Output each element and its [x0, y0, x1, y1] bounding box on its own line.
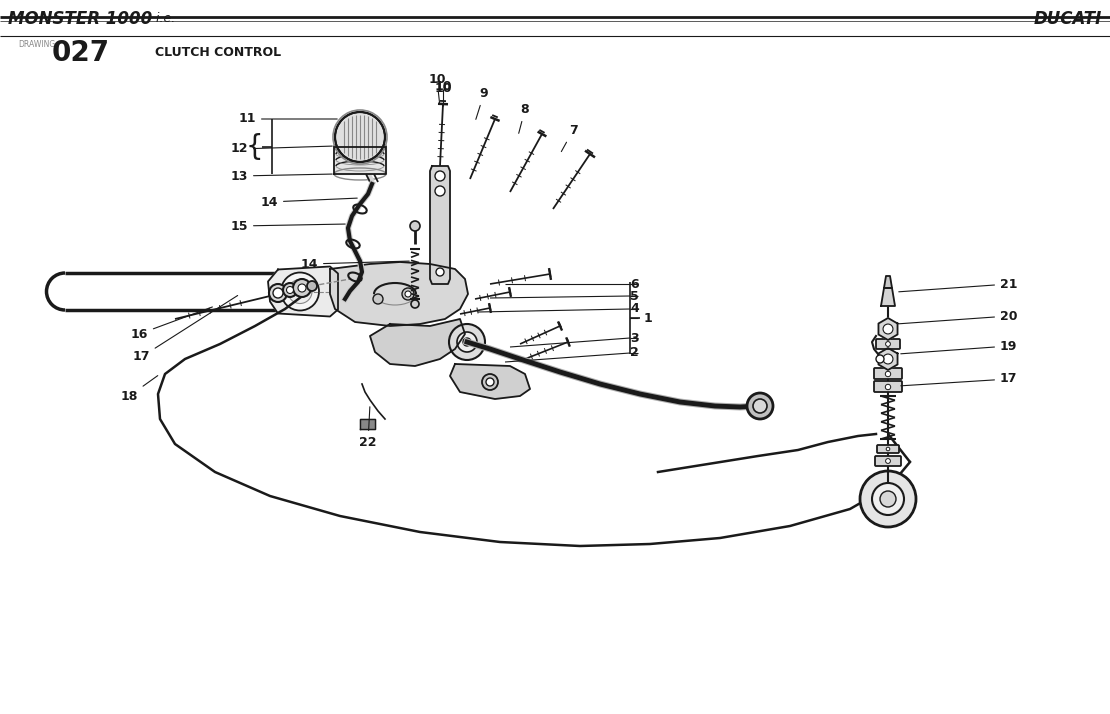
- Text: {: {: [245, 133, 263, 161]
- Text: 11: 11: [239, 113, 337, 126]
- Text: 22: 22: [360, 407, 376, 449]
- Circle shape: [281, 273, 319, 311]
- Text: 18: 18: [121, 376, 158, 403]
- FancyBboxPatch shape: [875, 456, 901, 466]
- FancyBboxPatch shape: [874, 381, 902, 392]
- Text: 1: 1: [644, 311, 653, 324]
- Circle shape: [405, 291, 411, 297]
- Text: 14: 14: [301, 258, 410, 271]
- Circle shape: [293, 279, 311, 297]
- Text: 17: 17: [132, 296, 238, 363]
- Text: DRAWING: DRAWING: [18, 40, 56, 49]
- Text: 21: 21: [899, 278, 1018, 292]
- Text: 10: 10: [434, 81, 452, 94]
- Circle shape: [450, 324, 485, 360]
- Circle shape: [273, 288, 283, 298]
- Circle shape: [307, 281, 317, 291]
- Text: i.e.: i.e.: [152, 13, 175, 26]
- Circle shape: [860, 471, 916, 527]
- Circle shape: [286, 286, 293, 293]
- Circle shape: [435, 186, 445, 196]
- Circle shape: [435, 171, 445, 181]
- Circle shape: [886, 458, 890, 463]
- Text: CLUTCH CONTROL: CLUTCH CONTROL: [155, 46, 281, 59]
- Circle shape: [886, 341, 890, 346]
- Polygon shape: [878, 318, 898, 340]
- Circle shape: [886, 371, 890, 377]
- Text: 10: 10: [428, 73, 446, 104]
- FancyBboxPatch shape: [876, 339, 900, 349]
- Text: 6: 6: [630, 278, 638, 291]
- Circle shape: [283, 283, 297, 297]
- Text: 16: 16: [131, 307, 212, 341]
- Polygon shape: [334, 147, 386, 174]
- Text: 2: 2: [630, 346, 638, 360]
- Circle shape: [753, 399, 767, 413]
- Text: 027: 027: [52, 39, 110, 67]
- Polygon shape: [360, 419, 375, 429]
- Text: 12: 12: [231, 143, 332, 156]
- Circle shape: [872, 483, 904, 515]
- Text: 8: 8: [518, 103, 529, 134]
- Text: DUCATI: DUCATI: [1033, 10, 1102, 28]
- Circle shape: [269, 284, 287, 302]
- Text: MONSTER 1000: MONSTER 1000: [8, 10, 152, 28]
- Circle shape: [884, 324, 892, 334]
- Circle shape: [886, 447, 890, 451]
- Text: 5: 5: [630, 289, 638, 303]
- Text: 7: 7: [562, 124, 577, 151]
- Text: 3: 3: [630, 331, 638, 344]
- Circle shape: [287, 279, 312, 303]
- Circle shape: [373, 294, 383, 304]
- Circle shape: [297, 284, 306, 292]
- Text: 14: 14: [261, 196, 357, 208]
- FancyBboxPatch shape: [877, 445, 899, 453]
- Circle shape: [886, 384, 890, 390]
- Circle shape: [411, 300, 418, 308]
- Circle shape: [876, 355, 884, 363]
- Text: 20: 20: [899, 309, 1018, 324]
- FancyBboxPatch shape: [874, 368, 902, 379]
- Circle shape: [335, 112, 385, 162]
- Circle shape: [410, 221, 420, 231]
- Text: 9: 9: [476, 87, 488, 119]
- Polygon shape: [370, 319, 465, 366]
- Text: 10: 10: [434, 83, 452, 96]
- Text: 4: 4: [630, 303, 638, 316]
- Polygon shape: [268, 266, 339, 316]
- Circle shape: [482, 374, 498, 390]
- Polygon shape: [878, 348, 898, 370]
- Circle shape: [402, 288, 414, 300]
- Polygon shape: [450, 364, 529, 399]
- Circle shape: [747, 393, 773, 419]
- Circle shape: [884, 354, 892, 364]
- Text: 19: 19: [901, 339, 1018, 354]
- Circle shape: [463, 338, 471, 346]
- Text: 13: 13: [231, 169, 332, 183]
- Circle shape: [436, 268, 444, 276]
- Text: 15: 15: [231, 219, 345, 233]
- Polygon shape: [884, 276, 892, 288]
- Polygon shape: [330, 262, 468, 326]
- Text: o: o: [866, 491, 870, 497]
- Polygon shape: [881, 288, 895, 306]
- Circle shape: [880, 491, 896, 507]
- Circle shape: [486, 378, 494, 386]
- Circle shape: [457, 332, 477, 352]
- Polygon shape: [430, 166, 450, 284]
- Text: 17: 17: [901, 373, 1018, 386]
